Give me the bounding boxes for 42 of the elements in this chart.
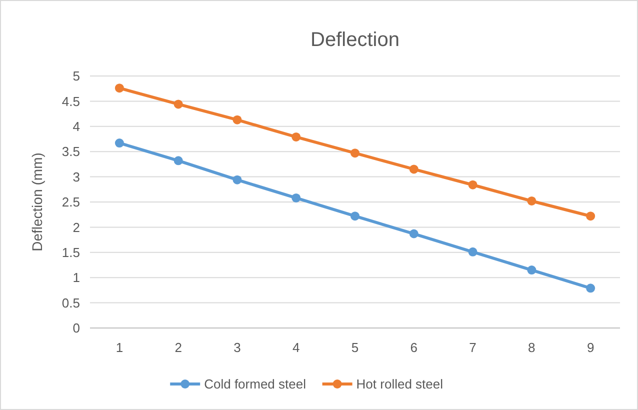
y-tick-label: 1 [72,270,80,286]
point [114,138,124,148]
x-tick-label: 9 [586,340,594,355]
y-tick-label: 4.5 [62,94,80,109]
point [527,196,536,206]
x-tick-label: 5 [351,340,359,355]
y-tick-label: 1.5 [62,244,80,260]
legend-label: Cold formed steel [204,376,306,392]
chart-title: Deflection [310,29,400,51]
point [350,212,360,221]
point [409,229,418,238]
point [232,115,242,124]
point [114,84,124,93]
point [292,193,301,202]
point [468,180,478,190]
point [586,212,596,221]
y-tick-label: 2.5 [62,194,80,210]
point [174,100,183,109]
point [174,156,183,166]
x-tick-label: 3 [234,340,241,355]
y-tick-label: 2 [72,220,80,235]
point [586,284,596,293]
point [468,247,478,256]
y-tick-label: 3.5 [62,144,80,160]
point [292,132,301,142]
x-tick-label: 8 [528,340,536,355]
point [350,148,360,158]
y-tick-label: 0 [72,320,80,336]
point [409,164,418,174]
y-tick-label: 0.5 [62,295,80,310]
y-tick-label: 4 [72,118,80,134]
point [527,266,536,275]
point [232,175,242,184]
x-tick-label: 2 [174,340,182,355]
y-tick-label: 3 [72,169,80,184]
x-tick-label: 7 [469,340,476,355]
y-tick-label: 5 [72,68,80,84]
legend-label: Hot rolled steel [356,376,444,392]
x-tick-label: 4 [292,340,300,355]
x-tick-label: 6 [410,340,418,355]
x-tick-label: 1 [116,340,124,355]
y-axis-title: Deflection (mm) [29,152,45,252]
